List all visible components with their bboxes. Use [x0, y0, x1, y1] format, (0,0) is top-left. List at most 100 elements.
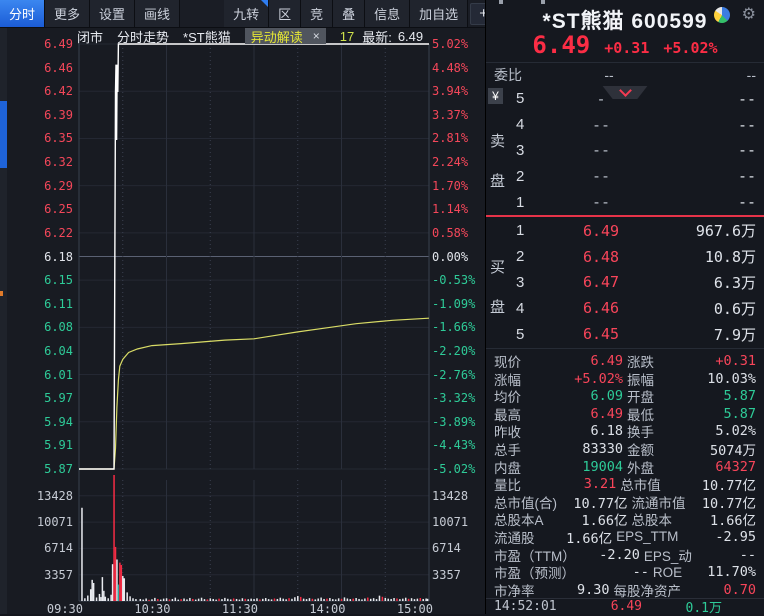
volume-bar	[404, 597, 407, 601]
buy-row-4[interactable]: 4 6.46 0.6万	[486, 295, 764, 321]
sell-volume: --	[737, 193, 756, 212]
stat-row: 均价 6.09 开盘 5.87	[486, 386, 764, 406]
volume-bar	[288, 598, 290, 601]
volume-bar	[203, 599, 206, 601]
anomaly-chip-label: 异动解读	[250, 29, 303, 45]
buy-rows: 1 6.49 967.6万 2 6.48 10.8万 3 6.47 6.3万 4 6.46 0.6万 5…	[486, 218, 764, 347]
buy-book: 买 盘 1 6.49 967.6万 2 6.48 10.8万 3 6.47 6.3万 4 6.46 0…	[486, 218, 764, 347]
pct-axis-label: -3.89%	[432, 414, 476, 429]
tab-分时[interactable]: 分时	[0, 0, 46, 27]
volume-bar	[273, 598, 276, 601]
chart-canvas[interactable]	[7, 28, 485, 614]
chevron-down-icon	[618, 86, 632, 97]
volume-axis-label: 3357	[44, 567, 73, 582]
volume-axis-label: 3357	[432, 567, 461, 582]
buy-row-5[interactable]: 5 6.45 7.9万	[486, 321, 764, 347]
volume-bar	[200, 597, 203, 601]
tool-九转[interactable]: 九转	[224, 0, 270, 27]
toolbar-tabs: 分时 更多 设置 画线	[0, 0, 181, 27]
pct-axis-label: 0.58%	[432, 225, 469, 240]
volume-bar	[378, 595, 381, 601]
collapse-book-button[interactable]	[602, 86, 648, 99]
volume-bar	[279, 597, 282, 601]
price-axis-label: 6.35	[44, 131, 73, 146]
volume-bar	[299, 596, 302, 601]
stat-value: -2.95	[715, 528, 756, 545]
volume-bar	[107, 598, 109, 601]
sell-row-5[interactable]: 5- --	[486, 86, 764, 112]
stat-value: 9.30	[576, 581, 610, 598]
price-axis-label: 6.29	[44, 178, 73, 193]
volume-bar	[320, 597, 322, 601]
volume-bar	[123, 578, 126, 601]
sell-row-2[interactable]: 2 -- --	[486, 163, 764, 189]
sell-row-4[interactable]: 4 -- --	[486, 112, 764, 138]
stat-label: EPS_TTM	[616, 529, 679, 545]
gear-icon[interactable]: ⚙	[741, 6, 756, 23]
volume-bar	[270, 599, 273, 601]
time-axis-label: 10:30	[134, 602, 171, 616]
stat-label: 金额	[627, 442, 654, 458]
volume-bar	[110, 594, 112, 601]
buy-volume: 6.3万	[713, 273, 756, 292]
stat-row: 内盘 19004 外盘 64327	[486, 457, 764, 476]
buy-price: 6.45	[582, 325, 620, 344]
pie-chart-icon[interactable]	[714, 7, 730, 23]
volume-bar	[174, 597, 177, 601]
tool-竞[interactable]: 竞	[301, 0, 334, 27]
sell-row-1[interactable]: 1 -- --	[486, 189, 764, 215]
stat-label: 开盘	[627, 390, 654, 406]
toolbar-tools: 九转区竞叠信息 加自选	[224, 0, 469, 27]
tool-信息[interactable]: 信息	[365, 0, 411, 27]
anomaly-chip[interactable]: 异动解读 ×	[244, 28, 326, 45]
view-label: 分时走势	[117, 29, 170, 45]
volume-axis-label: 10071	[36, 515, 73, 530]
volume-bar	[135, 599, 137, 601]
pct-axis-label: -1.09%	[432, 296, 476, 311]
volume-bar	[229, 599, 232, 601]
volume-bar	[221, 599, 223, 601]
intraday-chart[interactable]: 闭市 分时走势 *ST熊猫 异动解读 × 17 最新: 6.49 6.49 6.4…	[7, 28, 485, 616]
level-label: 2	[516, 248, 525, 266]
tool-区[interactable]: 区	[269, 0, 302, 27]
tool-叠[interactable]: 叠	[333, 0, 366, 27]
price-row: 6.49 +0.31 +5.02%	[486, 31, 764, 59]
price-axis-label: 5.91	[44, 438, 73, 453]
volume-bar	[186, 599, 188, 601]
volume-bar	[117, 584, 120, 601]
buy-volume: 7.9万	[713, 325, 756, 344]
volume-bar	[247, 599, 249, 601]
volume-bar	[276, 598, 279, 601]
volume-bar	[326, 598, 328, 601]
stat-value: 6.49	[590, 353, 623, 369]
stock-label: *ST熊猫	[183, 29, 231, 45]
tab-更多[interactable]: 更多	[45, 0, 91, 27]
rail-active-segment[interactable]	[0, 101, 7, 168]
volume-bar	[399, 599, 401, 601]
tab-设置[interactable]: 设置	[90, 0, 136, 27]
close-icon[interactable]: ×	[312, 29, 320, 43]
buy-row-3[interactable]: 3 6.47 6.3万	[486, 270, 764, 296]
volume-bar	[256, 598, 258, 601]
time-axis-label: 11:30	[221, 602, 258, 616]
volume-axis-label: 6714	[432, 541, 461, 556]
tool-加自选[interactable]: 加自选	[410, 0, 469, 27]
tab-画线[interactable]: 画线	[135, 0, 181, 27]
stat-row: 流通股 1.66亿 EPS_TTM -2.95	[486, 527, 764, 547]
buy-row-1[interactable]: 1 6.49 967.6万	[486, 218, 764, 244]
stat-row: 涨幅 +5.02% 振幅 10.03%	[486, 369, 764, 388]
volume-bar	[285, 599, 287, 601]
stat-label: ROE	[652, 564, 683, 580]
price-axis-label: 6.49	[44, 37, 73, 51]
volume-axis-label: 13428	[432, 488, 469, 503]
stat-label: 总股本	[631, 513, 673, 529]
price-line	[79, 43, 429, 470]
pct-axis-label: -2.20%	[432, 343, 476, 358]
stat-label: 总股本A	[494, 513, 544, 529]
volume-bar	[84, 598, 86, 601]
buy-row-2[interactable]: 2 6.48 10.8万	[486, 244, 764, 270]
currency-badge[interactable]: ¥	[488, 88, 503, 104]
sell-row-3[interactable]: 3 -- --	[486, 138, 764, 164]
stat-row: 总市值(合) 10.77亿 流通市值 10.77亿	[486, 492, 764, 512]
pct-axis-label: 1.70%	[432, 178, 469, 193]
